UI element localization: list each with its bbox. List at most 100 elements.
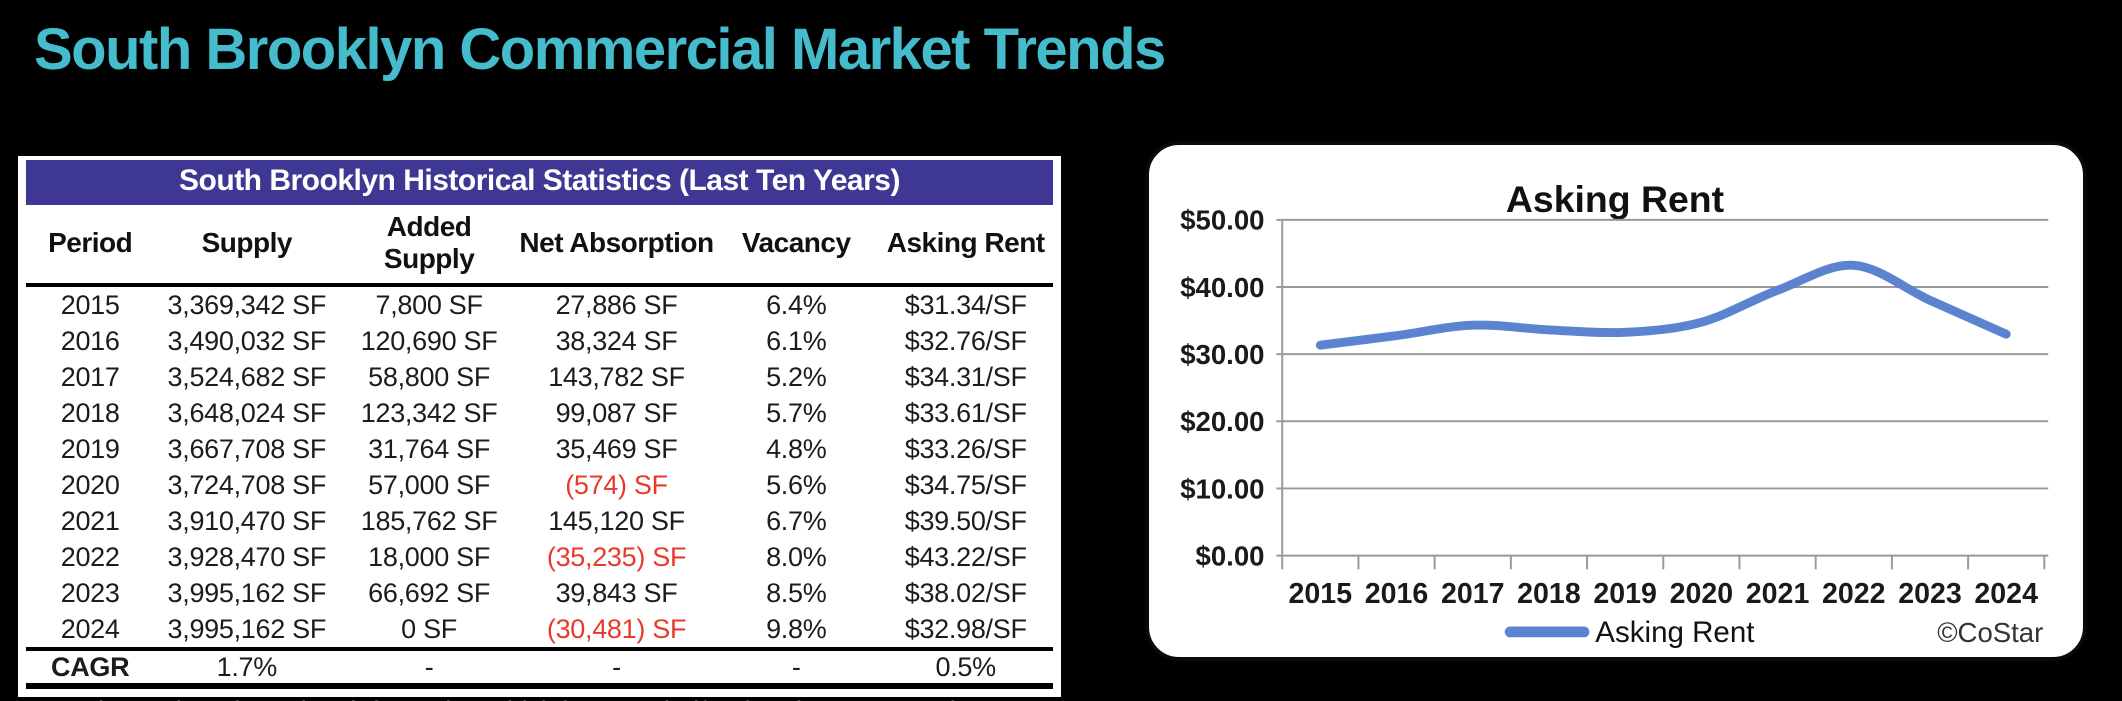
added-supply-cell: 185,762 SF bbox=[360, 505, 498, 536]
table-row: 2020 3,724,708 SF 57,000 SF (574) SF 5.6% $34… bbox=[26, 467, 1053, 503]
asking-rent-cell: $34.75/SF bbox=[904, 469, 1027, 500]
supply-cell: 3,369,342 SF bbox=[167, 289, 327, 320]
net-absorption-cell: 99,087 SF bbox=[555, 397, 678, 428]
vacancy-cell: 8.0% bbox=[766, 541, 827, 572]
cagr-period-cell: CAGR bbox=[26, 647, 155, 689]
asking-rent-cell: $38.02/SF bbox=[904, 577, 1027, 608]
supply-cell: 3,667,708 SF bbox=[167, 433, 327, 464]
axes bbox=[1281, 219, 2046, 570]
x-axis-tick-label: 2017 bbox=[1441, 578, 1505, 610]
cagr-added-supply-cell: - bbox=[339, 647, 519, 689]
added-supply-cell: 57,000 SF bbox=[368, 469, 491, 500]
y-axis-tick-label: $10.00 bbox=[1180, 473, 1264, 504]
table-row: 2022 3,928,470 SF 18,000 SF (35,235) SF 8.0%… bbox=[26, 539, 1053, 575]
asking-rent-cell: $43.22/SF bbox=[904, 541, 1027, 572]
column-header-vacancy: Vacancy bbox=[714, 205, 879, 287]
vacancy-cell: 4.8% bbox=[766, 433, 827, 464]
period-cell: 2019 bbox=[60, 433, 120, 464]
legend-line-sample bbox=[1504, 626, 1590, 638]
chart-legend: Asking Rent bbox=[1504, 616, 1754, 649]
legend-label: Asking Rent bbox=[1595, 616, 1754, 649]
supply-cell: 3,995,162 SF bbox=[167, 577, 327, 608]
table-row: 2021 3,910,470 SF 185,762 SF 145,120 SF 6.7%… bbox=[26, 503, 1053, 539]
vacancy-cell: 6.7% bbox=[766, 505, 827, 536]
historical-stats-card: South Brooklyn Historical Statistics (La… bbox=[14, 152, 1065, 701]
added-supply-cell: 123,342 SF bbox=[360, 397, 498, 428]
x-axis-tick-label: 2015 bbox=[1289, 578, 1353, 610]
vacancy-cell: 9.8% bbox=[766, 613, 827, 644]
supply-cell: 3,724,708 SF bbox=[167, 469, 327, 500]
supply-cell: 3,995,162 SF bbox=[167, 613, 327, 644]
x-axis-tick-label: 2020 bbox=[1670, 578, 1734, 610]
supply-cell: 3,648,024 SF bbox=[167, 397, 327, 428]
net-absorption-cell: (574) SF bbox=[565, 469, 668, 500]
cagr-asking-rent-cell: 0.5% bbox=[878, 647, 1053, 689]
period-cell: 2023 bbox=[60, 577, 120, 608]
table-row: 2015 3,369,342 SF 7,800 SF 27,886 SF 6.4% $31… bbox=[26, 285, 1053, 323]
costar-watermark: ©CoStar bbox=[1937, 617, 2043, 648]
page-title: South Brooklyn Commercial Market Trends bbox=[34, 17, 1166, 82]
net-absorption-cell: (30,481) SF bbox=[546, 613, 687, 644]
added-supply-cell: 66,692 SF bbox=[368, 577, 491, 608]
added-supply-cell: 58,800 SF bbox=[368, 361, 491, 392]
x-axis-tick-label: 2022 bbox=[1822, 578, 1886, 610]
asking-rent-cell: $32.76/SF bbox=[904, 325, 1027, 356]
y-axis-tick-label: $0.00 bbox=[1196, 540, 1265, 571]
table-header-row: Period Supply Added Supply Net Absorption Va… bbox=[26, 205, 1053, 287]
y-axis-tick-label: $50.00 bbox=[1180, 205, 1264, 236]
period-cell: 2021 bbox=[60, 505, 120, 536]
vacancy-cell: 5.2% bbox=[766, 361, 827, 392]
period-cell: 2024 bbox=[60, 613, 120, 644]
period-cell: 2020 bbox=[60, 469, 120, 500]
vacancy-cell: 6.4% bbox=[766, 289, 827, 320]
table-summary: CAGR 1.7% - - -0.5% bbox=[26, 647, 1053, 689]
asking-rent-chart-card: Asking Rent $0.00 $10.00 $20.00 $30.00 $40.00… bbox=[1145, 141, 2087, 661]
vacancy-cell: 6.1% bbox=[766, 325, 827, 356]
cagr-row: CAGR 1.7% - - -0.5% bbox=[26, 647, 1053, 689]
vacancy-cell: 5.6% bbox=[766, 469, 827, 500]
supply-cell: 3,928,470 SF bbox=[167, 541, 327, 572]
table-row: 2018 3,648,024 SF 123,342 SF 99,087 SF 5.7% $… bbox=[26, 395, 1053, 431]
x-axis-tick-label: 2018 bbox=[1517, 578, 1581, 610]
x-axis-tick-label: 2019 bbox=[1593, 578, 1657, 610]
column-header-asking-rent: Asking Rent bbox=[878, 205, 1053, 287]
table-body: 2015 3,369,342 SF 7,800 SF 27,886 SF 6.4% $31… bbox=[26, 285, 1053, 649]
net-absorption-cell: 38,324 SF bbox=[555, 325, 678, 356]
table-footnote: *Supply numbers based on information whi… bbox=[26, 696, 1053, 701]
asking-rent-line-chart: Asking Rent $0.00 $10.00 $20.00 $30.00 $40.00… bbox=[1180, 178, 2049, 649]
cagr-vacancy-cell: - bbox=[714, 647, 879, 689]
asking-rent-cell: $32.98/SF bbox=[904, 613, 1027, 644]
cagr-supply-cell: 1.7% bbox=[154, 647, 340, 689]
net-absorption-cell: 39,843 SF bbox=[555, 577, 678, 608]
x-axis-labels: 2015 2016 2017 2018 2019 2020 2021 2022 2023 2024 bbox=[1289, 578, 2039, 610]
vacancy-cell: 5.7% bbox=[766, 397, 827, 428]
table-header: Period Supply Added Supply Net Absorption Va… bbox=[26, 205, 1053, 287]
x-axis-tick-label: 2024 bbox=[1974, 578, 2038, 610]
table-row: 2024 3,995,162 SF 0 SF (30,481) SF 9.8% $32.9… bbox=[26, 611, 1053, 649]
asking-rent-cell: $33.61/SF bbox=[904, 397, 1027, 428]
added-supply-cell: 7,800 SF bbox=[375, 289, 483, 320]
column-header-net-absorption: Net Absorption bbox=[518, 205, 714, 287]
asking-rent-series-line bbox=[1315, 260, 2011, 350]
period-cell: 2017 bbox=[60, 361, 120, 392]
historical-stats-table: Period Supply Added Supply Net Absorption Va… bbox=[26, 205, 1053, 689]
x-axis-tick-label: 2021 bbox=[1746, 578, 1810, 610]
y-axis-tick-label: $30.00 bbox=[1180, 339, 1264, 370]
table-row: 2016 3,490,032 SF 120,690 SF 38,324 SF 6.1% $… bbox=[26, 323, 1053, 359]
asking-rent-cell: $33.26/SF bbox=[904, 433, 1027, 464]
column-header-period: Period bbox=[26, 205, 155, 287]
net-absorption-cell: 35,469 SF bbox=[555, 433, 678, 464]
table-row: 2019 3,667,708 SF 31,764 SF 35,469 SF 4.8% $3… bbox=[26, 431, 1053, 467]
asking-rent-cell: $31.34/SF bbox=[904, 289, 1027, 320]
period-cell: 2015 bbox=[60, 289, 120, 320]
supply-cell: 3,910,470 SF bbox=[167, 505, 327, 536]
period-cell: 2018 bbox=[60, 397, 120, 428]
added-supply-cell: 120,690 SF bbox=[360, 325, 498, 356]
gridlines: $0.00 $10.00 $20.00 $30.00 $40.00 $50.00 bbox=[1180, 205, 2049, 571]
y-axis-tick-label: $40.00 bbox=[1180, 272, 1264, 303]
column-header-added-supply: Added Supply bbox=[339, 205, 519, 287]
supply-cell: 3,524,682 SF bbox=[167, 361, 327, 392]
added-supply-cell: 0 SF bbox=[401, 613, 457, 644]
added-supply-cell: 31,764 SF bbox=[368, 433, 491, 464]
